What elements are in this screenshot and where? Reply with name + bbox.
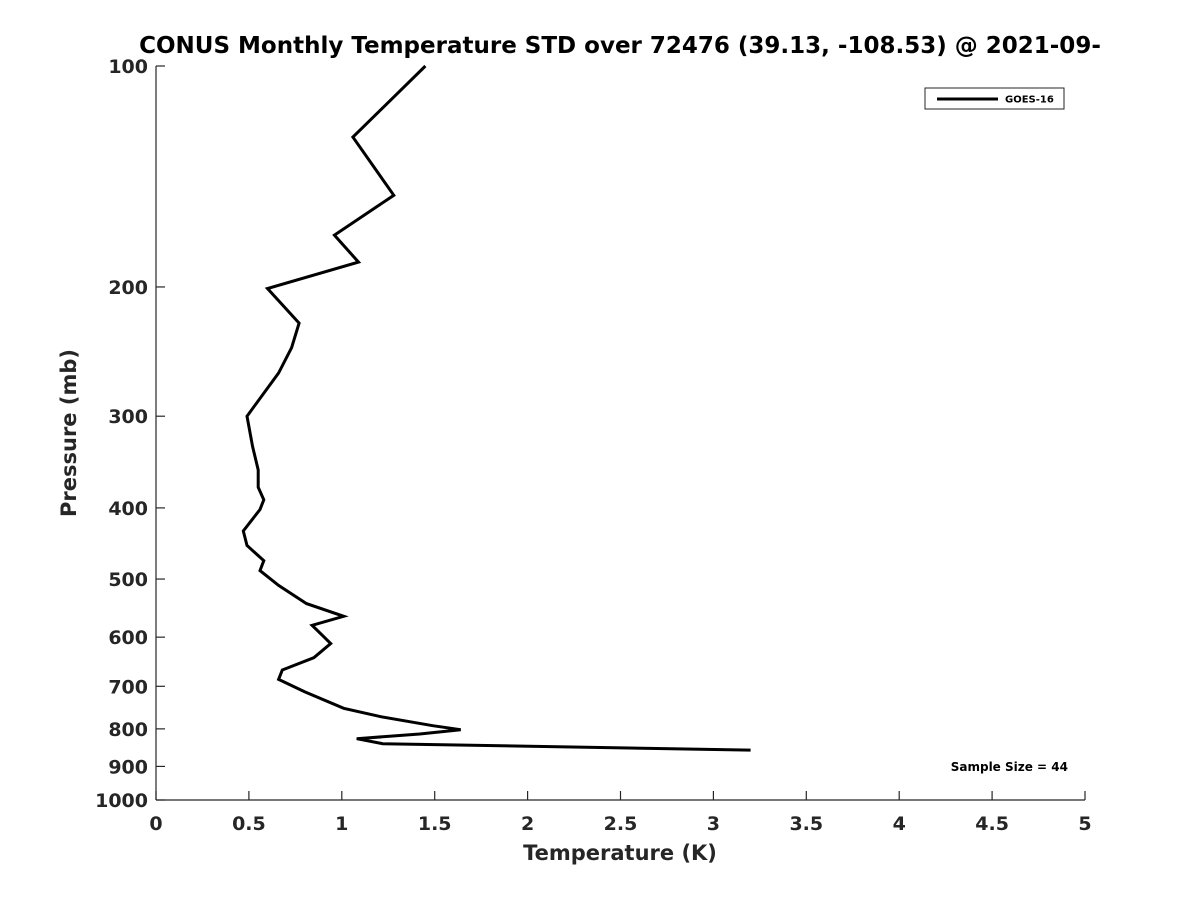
y-tick-label: 600 bbox=[108, 627, 148, 649]
sample-size-annotation: Sample Size = 44 bbox=[951, 760, 1068, 774]
x-axis-label: Temperature (K) bbox=[523, 841, 717, 865]
chart-title: CONUS Monthly Temperature STD over 72476… bbox=[139, 33, 1101, 59]
y-tick-label: 200 bbox=[108, 277, 148, 299]
x-tick-label: 1.5 bbox=[418, 813, 452, 835]
series-line-goes-16 bbox=[241, 64, 751, 752]
legend: GOES-16 bbox=[924, 87, 1065, 110]
y-axis-ticks: 100 200 300 400 500 600 700 800 900 1000 bbox=[95, 56, 165, 812]
legend-label: GOES-16 bbox=[1005, 95, 1054, 106]
y-tick-label: 800 bbox=[108, 719, 148, 741]
x-tick-label: 5 bbox=[1078, 813, 1091, 835]
y-tick-label: 400 bbox=[108, 498, 148, 520]
x-tick-label: 3 bbox=[707, 813, 720, 835]
y-tick-label: 900 bbox=[108, 756, 148, 778]
y-tick-label: 700 bbox=[108, 676, 148, 698]
x-tick-label: 0.5 bbox=[232, 813, 266, 835]
x-tick-label: 2.5 bbox=[604, 813, 638, 835]
x-tick-label: 4 bbox=[893, 813, 906, 835]
x-tick-label: 4.5 bbox=[975, 813, 1009, 835]
y-axis-label: Pressure (mb) bbox=[57, 349, 81, 517]
y-tick-label: 500 bbox=[108, 569, 148, 591]
y-tick-label: 1000 bbox=[95, 790, 148, 812]
x-tick-label: 0 bbox=[149, 813, 162, 835]
x-tick-label: 3.5 bbox=[789, 813, 823, 835]
y-tick-label: 100 bbox=[108, 56, 148, 78]
y-tick-label: 300 bbox=[108, 406, 148, 428]
x-tick-label: 2 bbox=[521, 813, 534, 835]
x-tick-label: 1 bbox=[335, 813, 348, 835]
x-axis-ticks: 0 0.5 1 1.5 2 2.5 3 3.5 4 4.5 5 bbox=[149, 791, 1092, 835]
